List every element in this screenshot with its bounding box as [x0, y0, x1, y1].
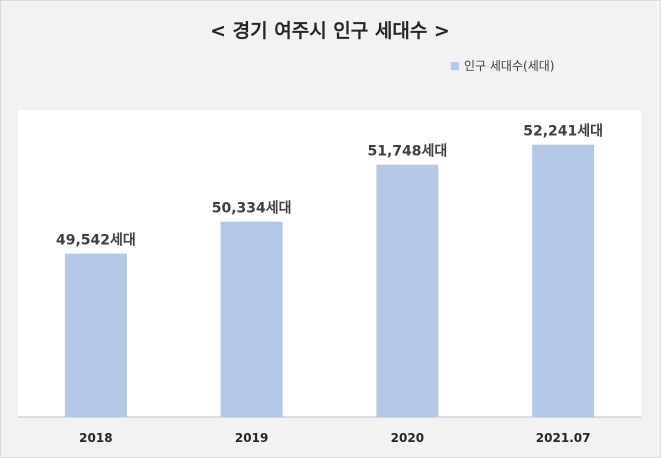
bar-2020	[376, 164, 439, 417]
legend-swatch	[451, 62, 459, 70]
x-tick-label-2019: 2019	[235, 431, 268, 445]
x-tick-label-2021.07: 2021.07	[536, 431, 591, 445]
data-label-2021.07: 52,241세대	[523, 124, 603, 140]
data-label-2018: 49,542세대	[56, 233, 136, 249]
data-label-2020: 51,748세대	[367, 144, 447, 160]
legend-label: 인구 세대수(세대)	[464, 59, 554, 73]
data-label-2019: 50,334세대	[212, 201, 292, 217]
bar-2018	[64, 253, 127, 417]
x-tick-label-2018: 2018	[79, 431, 112, 445]
chart-title: < 경기 여주시 인구 세대수 >	[210, 20, 450, 42]
bar-2019	[220, 221, 283, 417]
x-tick-labels: 2018 2019 2020 2021.07	[79, 431, 590, 445]
legend: 인구 세대수(세대)	[451, 59, 554, 73]
bars	[64, 144, 595, 417]
x-tick-label-2020: 2020	[391, 431, 424, 445]
data-labels: 49,542세대 50,334세대 51,748세대 52,241세대	[56, 124, 603, 249]
bar-2021.07	[532, 144, 595, 417]
